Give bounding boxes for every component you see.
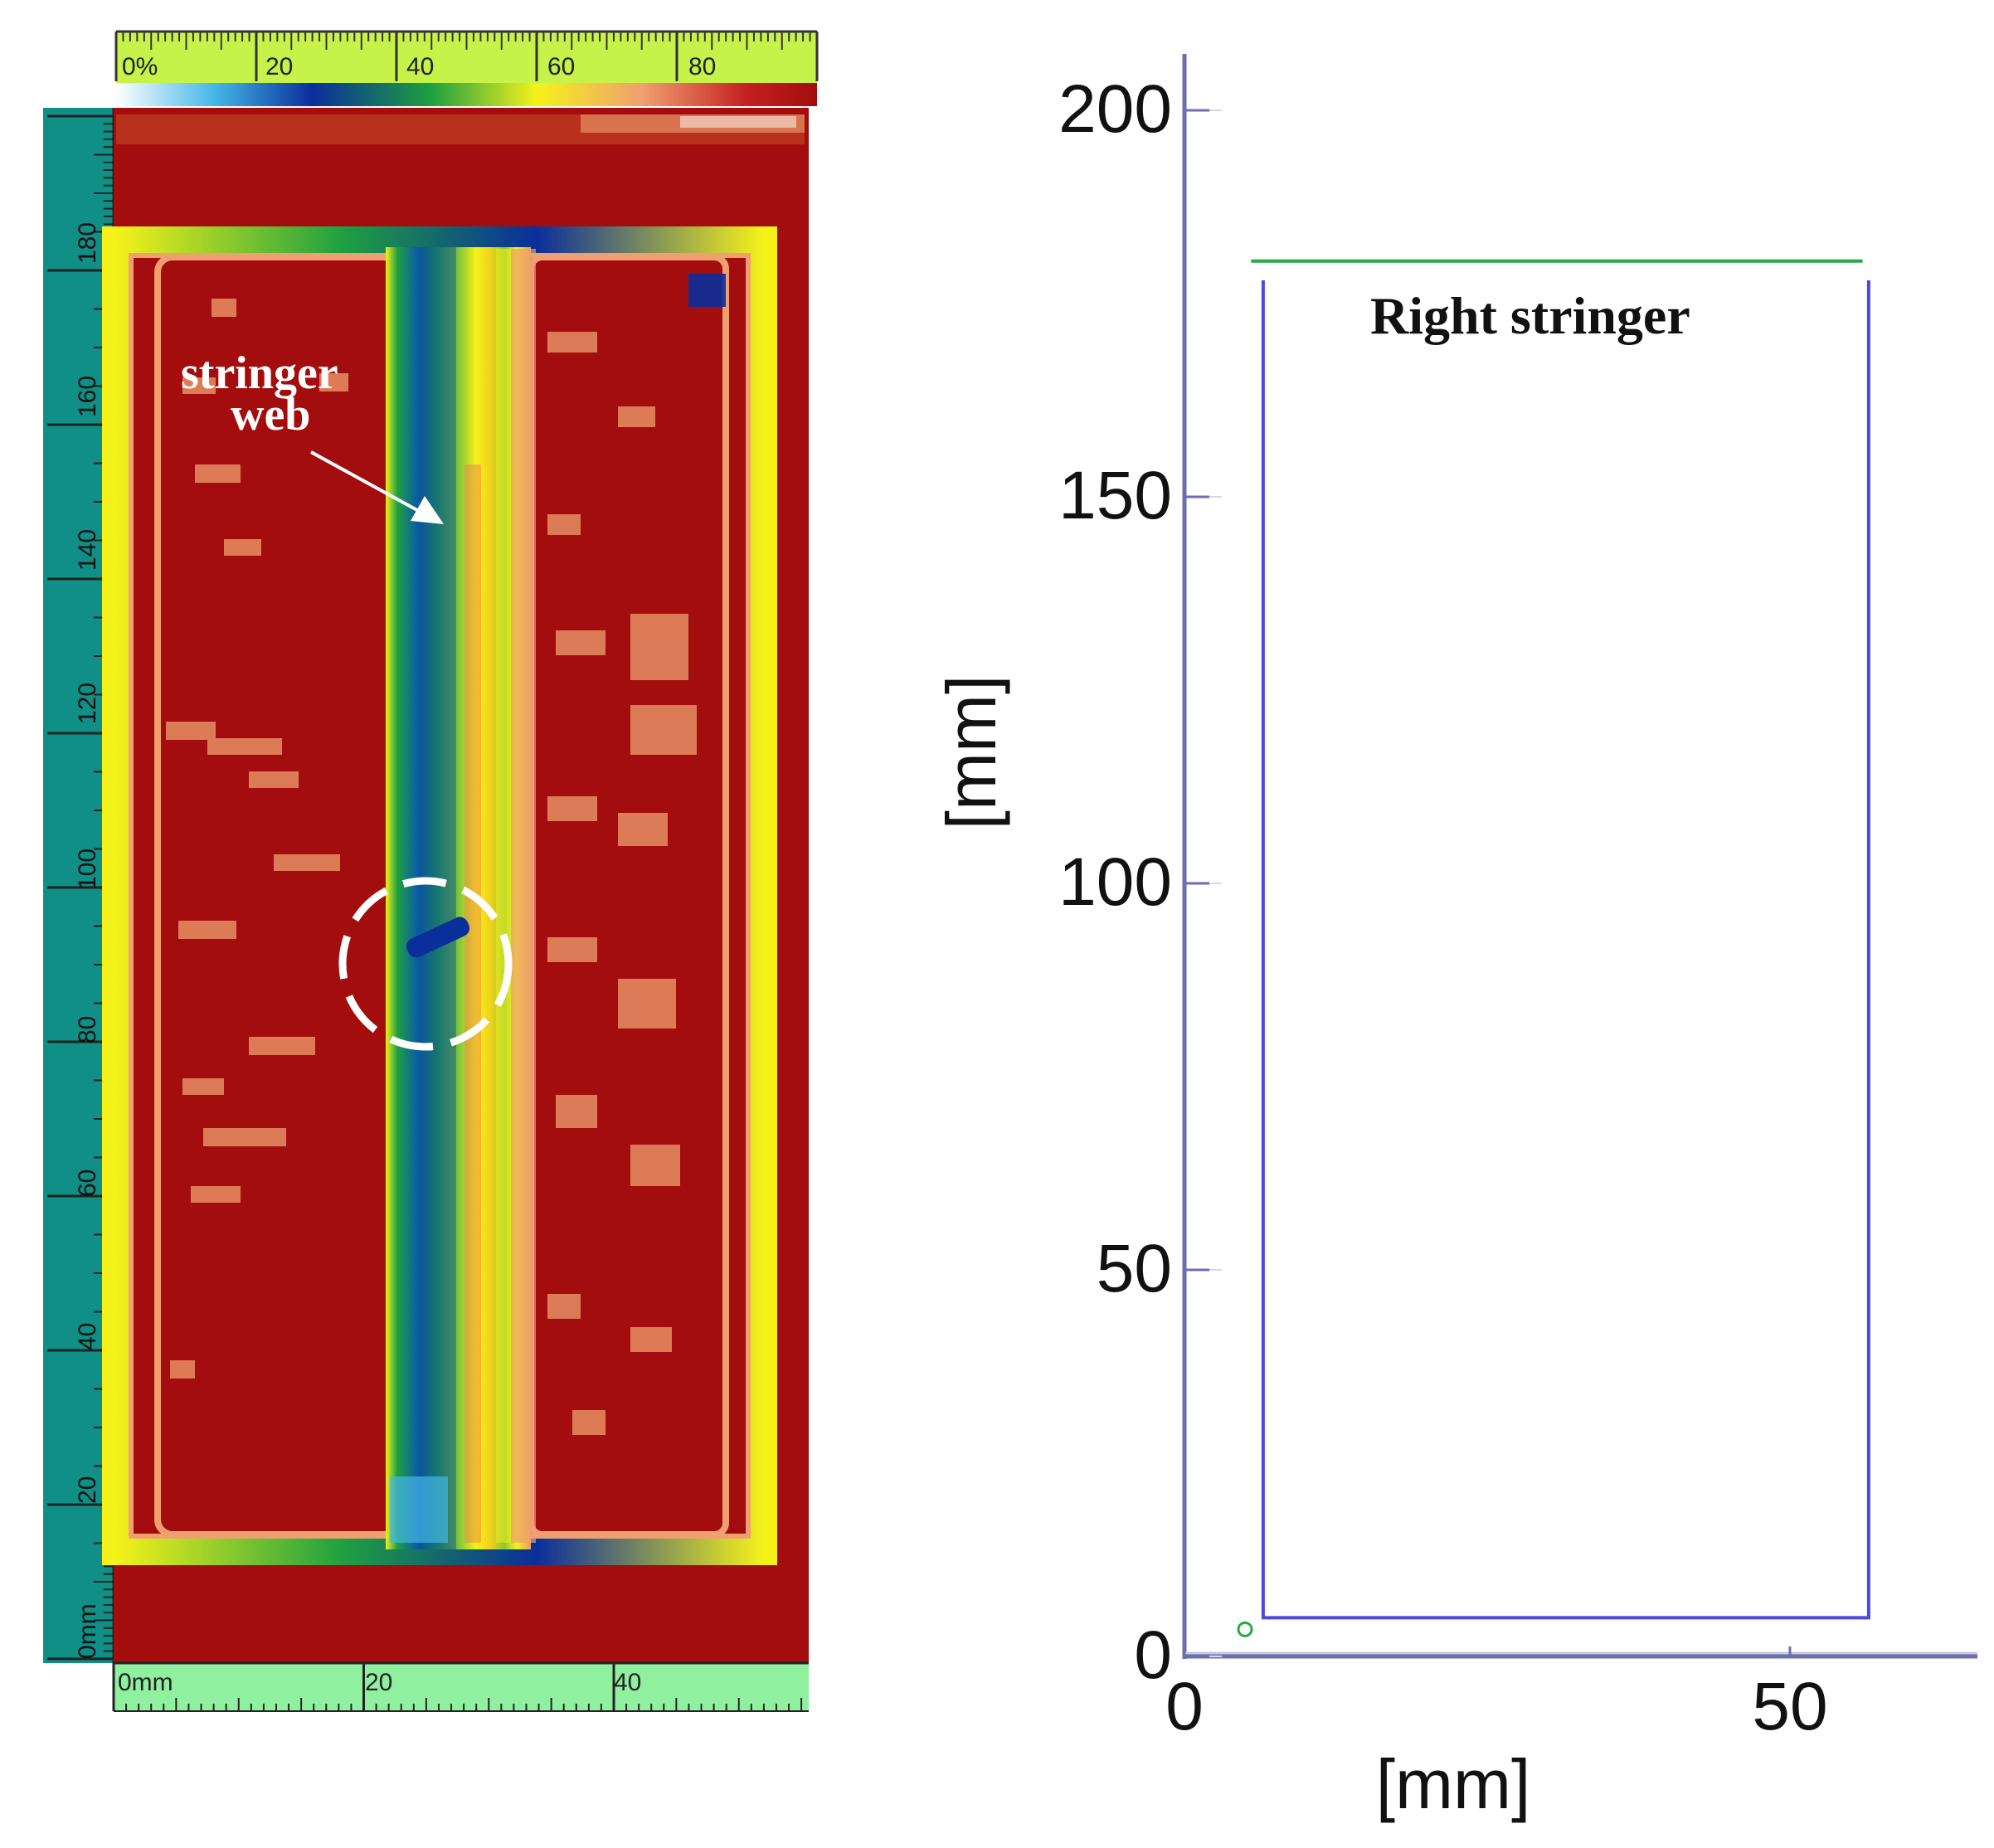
y-tick-label: 150	[1058, 458, 1172, 533]
left-ruler-label-100: 100	[74, 849, 101, 890]
colorbar-tick-label-0: 0%	[122, 53, 158, 80]
left-ruler-label-80: 80	[74, 1016, 101, 1043]
x-tick-label: 50	[1752, 1669, 1827, 1744]
heatmap-noise	[166, 299, 697, 1435]
y-axis-label: [mm]	[932, 675, 1010, 830]
left-ruler-label-160: 160	[74, 376, 101, 417]
left-ruler-label-180: 180	[74, 222, 101, 264]
flaw-dashed-circle	[338, 877, 513, 1051]
x-axis-ticks: 0 50	[1165, 1646, 1828, 1744]
left-ruler-label-120: 120	[74, 683, 101, 724]
left-ruler-label-0mm: 0mm	[74, 1603, 101, 1659]
scan-panel: 0% 20 40 60 80 180 160 140 120 100 80 60…	[43, 30, 819, 1712]
outline-series	[1237, 259, 1870, 1637]
colorbar-tick-label-20: 20	[265, 53, 293, 80]
left-ruler-label-140: 140	[74, 529, 101, 571]
left-ruler-background	[43, 108, 114, 1663]
left-ruler-label-20: 20	[74, 1476, 101, 1504]
outline-series-0	[1261, 280, 1870, 1620]
y-tick-label: 50	[1097, 1231, 1172, 1306]
bottom-ruler-label-0mm: 0mm	[118, 1669, 173, 1696]
colorbar-tick-label-40: 40	[406, 53, 434, 80]
outline-chart: 0 50 100 150 200 0 50 Right stringer [mm] [mm…	[932, 54, 1977, 1823]
annotation-arrow	[310, 450, 426, 516]
colorbar-major-ticks	[114, 32, 819, 81]
chart-title: Right stringer	[1370, 286, 1690, 345]
bottom-ruler-background	[114, 1663, 809, 1711]
flaw-indication	[406, 917, 470, 958]
bottom-ruler-label-40: 40	[614, 1669, 641, 1696]
bottom-ruler-ticks	[112, 1663, 803, 1711]
specimen-frame	[102, 226, 777, 1565]
y-axis-ticks: 0 50 100 150 200	[1058, 71, 1222, 1693]
bottom-ruler-label-20: 20	[365, 1669, 392, 1696]
colorbar-minor-ticks	[122, 32, 811, 50]
annotation-arrowhead	[411, 496, 444, 524]
y-tick-label: 200	[1058, 71, 1172, 147]
left-ruler-label-40: 40	[74, 1323, 101, 1350]
annotation-web: web	[231, 389, 310, 440]
colorbar-tick-label-60: 60	[547, 53, 575, 80]
x-axis-label: [mm]	[1376, 1745, 1531, 1823]
left-ruler-label-60: 60	[74, 1170, 101, 1197]
scan-heatmap: stringer web	[102, 108, 809, 1663]
x-tick-label: 0	[1165, 1669, 1204, 1744]
colorbar: 0% 20 40 60 80	[114, 30, 819, 106]
y-tick-label: 0	[1134, 1617, 1172, 1693]
colorbar-gradient	[116, 83, 817, 106]
bottom-ruler: 0mm 20 40	[112, 1661, 809, 1712]
annotation-stringer: stringer	[181, 348, 338, 399]
colorbar-tick-label-80: 80	[688, 53, 716, 80]
origin-marker-0	[1237, 1621, 1253, 1637]
y-tick-label: 100	[1058, 844, 1172, 920]
